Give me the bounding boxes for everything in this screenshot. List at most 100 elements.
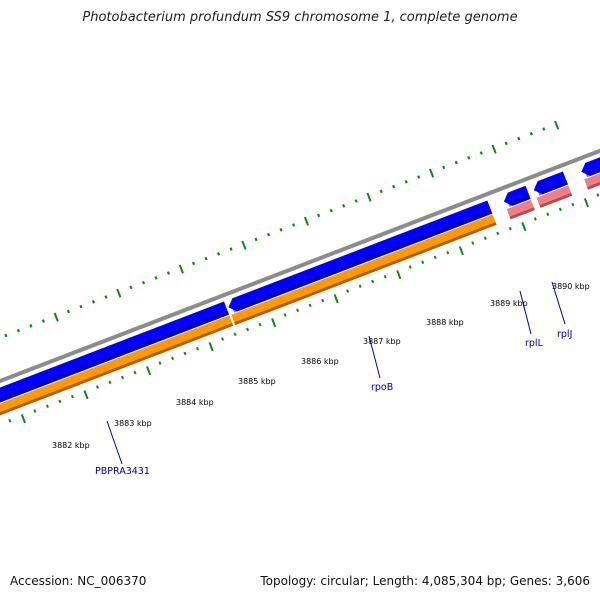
outer-tick (79, 304, 83, 309)
rna-track (506, 173, 600, 220)
outer-tick (329, 208, 333, 213)
cds-arrow-4 (533, 171, 568, 196)
outer-tick (554, 120, 560, 130)
outer-tick (129, 285, 133, 290)
outer-tick (191, 261, 196, 266)
inner-tick (433, 255, 437, 260)
inner-tick (421, 260, 425, 264)
inner-tick (396, 270, 402, 280)
tick-label: 3890 kbp (552, 282, 590, 291)
inner-tick (558, 207, 562, 212)
gene-label: rpoB (371, 382, 393, 393)
outer-tick (429, 168, 435, 178)
accession-text: Accession: NC_006370 (10, 574, 147, 588)
outer-tick (317, 213, 321, 218)
outer-tick (491, 144, 497, 154)
inner-tick-ring (8, 193, 600, 424)
inner-tick (333, 294, 339, 304)
cds-arrow-5 (581, 157, 600, 178)
cds-arrow-1-shade (0, 310, 229, 403)
inner-tick (508, 226, 512, 231)
inner-tick (258, 322, 262, 327)
inner-tick (308, 303, 312, 308)
outer-tick (53, 312, 59, 322)
outer-tick (254, 237, 258, 242)
inner-tick (33, 409, 37, 413)
outer-tick (116, 288, 122, 298)
outer-tick (303, 216, 310, 226)
cds-arrow-2-shade (232, 209, 493, 313)
outer-tick (279, 228, 283, 232)
inner-tick (58, 399, 62, 404)
inner-tick (408, 265, 412, 269)
tick-label: 3887 kbp (363, 337, 401, 346)
inner-tick (8, 418, 12, 423)
gene-band-1-edge (0, 323, 234, 416)
outer-tick (216, 252, 221, 256)
outer-tick (166, 271, 171, 275)
inner-tick (70, 394, 74, 399)
inner-tick (20, 414, 27, 424)
inner-tick (483, 236, 487, 240)
rna-band-1 (506, 199, 534, 217)
rna-band-2 (536, 185, 572, 206)
outer-tick (154, 276, 158, 280)
cds-arrow-2 (228, 200, 493, 313)
labels: 3882 kbp 3883 kbp 3884 kbp 3885 kbp 3886 kbp… (52, 282, 590, 477)
gene-label-leader (368, 335, 381, 379)
inner-tick (533, 217, 537, 221)
inner-tick (133, 370, 137, 375)
inner-tick (471, 241, 475, 245)
outer-tick (16, 328, 20, 333)
inner-tick (521, 222, 527, 232)
inner-tick (546, 212, 550, 216)
outer-tick (529, 131, 533, 136)
outer-tick (66, 309, 70, 314)
cds-arrow-4-shade (537, 180, 568, 196)
inner-tick (583, 198, 589, 208)
inner-tick (321, 298, 325, 303)
inner-tick (171, 356, 174, 361)
gene-band-2-edge (234, 222, 497, 326)
gene-label: rplL (525, 338, 544, 349)
cds-arrow-3 (503, 185, 531, 207)
outer-tick (29, 324, 33, 328)
backbone-track (0, 148, 600, 384)
inner-tick (296, 308, 300, 312)
rna-band-3-edge (587, 181, 600, 190)
outer-tick (204, 256, 208, 261)
outer-tick-ring (4, 120, 560, 338)
outer-tick (91, 300, 96, 304)
inner-tick (196, 346, 200, 351)
outer-tick (241, 240, 247, 250)
gene-label: PBPRA3431 (95, 466, 150, 477)
rna-band-3 (584, 173, 600, 187)
outer-tick (41, 319, 45, 323)
gene-label-leader (106, 420, 123, 465)
gene-label-leader (519, 290, 532, 335)
gene-label-leader (551, 281, 566, 325)
gene-label: rplJ (557, 329, 572, 340)
backbone-line (0, 148, 600, 384)
outer-tick (366, 192, 372, 202)
outer-tick (379, 189, 383, 194)
inner-tick (358, 284, 362, 288)
inner-tick (108, 380, 112, 385)
inner-tick (283, 313, 287, 317)
inner-tick (446, 250, 450, 255)
outer-tick (404, 180, 408, 184)
cds-track (0, 157, 600, 403)
topology-summary: Topology: circular; Length: 4,085,304 bp… (260, 574, 590, 588)
inner-tick (458, 246, 464, 256)
inner-tick (208, 342, 214, 352)
outer-tick (229, 247, 233, 251)
inner-tick (158, 361, 162, 365)
inner-tick (271, 318, 277, 328)
inner-tick (571, 202, 575, 207)
outer-tick (442, 165, 446, 170)
outer-tick (104, 295, 108, 299)
inner-tick (83, 390, 89, 400)
inner-tick (383, 274, 387, 279)
label-leaders (106, 281, 566, 465)
